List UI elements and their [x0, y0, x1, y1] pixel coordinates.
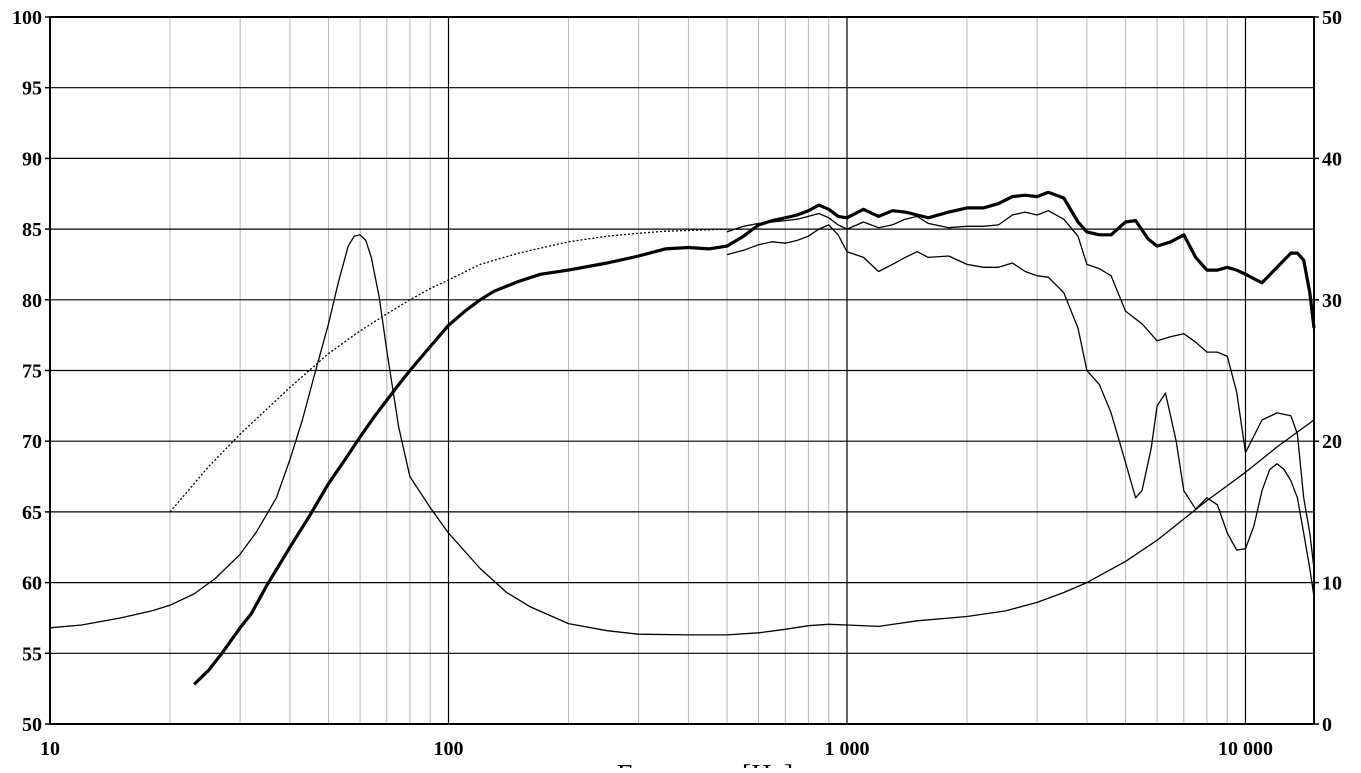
y-left-tick-label: 75 — [22, 361, 42, 383]
y-right-tick-label: 20 — [1322, 431, 1342, 453]
y-left-tick-label: 85 — [22, 219, 42, 241]
y-right-tick-label: 0 — [1322, 714, 1332, 736]
x-tick-labels: 10 100 1 000 10 000 — [40, 738, 1273, 760]
y-left-tick-label: 80 — [22, 290, 42, 312]
y-left-tick-label: 60 — [22, 573, 42, 595]
y-left-tick-label: 100 — [12, 7, 42, 29]
y-left-tick-label: 70 — [22, 431, 42, 453]
x-tick-label: 10 — [40, 738, 60, 760]
y-left-tick-label: 95 — [22, 78, 42, 100]
series-line-3 — [726, 224, 1315, 597]
series-line-2 — [726, 210, 1315, 569]
y-left-tick-label: 50 — [22, 714, 42, 736]
series-layer — [49, 190, 1316, 686]
x-tick-label: 100 — [434, 738, 464, 760]
grid-major — [50, 17, 1314, 724]
y-left-tick-label: 65 — [22, 502, 42, 524]
y-right-tick-label: 50 — [1322, 7, 1342, 29]
x-axis-label: Frequency [Hz] — [617, 760, 793, 768]
series-line-1 — [192, 190, 1316, 686]
y-left-tick-label: 90 — [22, 148, 42, 170]
y-right-tick-label: 10 — [1322, 573, 1342, 595]
y-right-tick-label: 30 — [1322, 290, 1342, 312]
y-right-tick-label: 40 — [1322, 148, 1342, 170]
series-line-5 — [49, 234, 1315, 636]
x-tick-label: 10 000 — [1218, 738, 1273, 760]
y-left-tick-labels: 50 55 60 65 70 75 80 85 90 95 100 — [12, 7, 50, 736]
x-tick-label: 1 000 — [825, 738, 870, 760]
series-line-4 — [169, 228, 744, 513]
y-right-tick-labels: 0 10 20 30 40 50 — [1314, 7, 1342, 736]
y-left-tick-label: 55 — [22, 643, 42, 665]
